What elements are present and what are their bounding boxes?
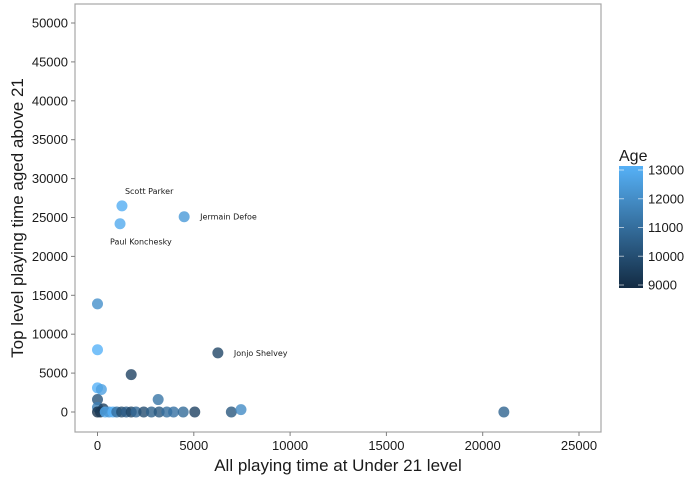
y-tick-label: 35000 xyxy=(32,132,68,147)
y-tick-label: 50000 xyxy=(32,16,68,31)
colorbar-tick-label: 12000 xyxy=(648,191,684,206)
y-tick-label: 15000 xyxy=(32,288,68,303)
y-axis: 0 5000 10000 15000 20000 25000 30000 35000 40000… xyxy=(32,16,75,420)
colorbar-tick-label: 10000 xyxy=(648,249,684,264)
point-label: Jermain Defoe xyxy=(199,213,257,222)
x-axis: 0 5000 10000 15000 20000 25000 xyxy=(94,432,597,453)
data-point xyxy=(145,406,157,418)
data-point xyxy=(114,218,126,230)
data-point xyxy=(152,394,164,406)
colorbar-tick-label: 13000 xyxy=(648,163,684,178)
x-axis-title: All playing time at Under 21 level xyxy=(214,456,462,475)
data-points xyxy=(92,200,510,418)
data-point xyxy=(116,200,128,212)
data-point xyxy=(498,406,510,418)
x-tick-label: 10000 xyxy=(272,438,308,453)
data-point xyxy=(177,406,189,418)
data-point xyxy=(92,394,103,406)
legend-title: Age xyxy=(619,148,648,165)
data-point xyxy=(138,406,150,418)
y-tick-label: 5000 xyxy=(39,366,68,381)
legend: Age 9000 10000 11000 12000 13000 xyxy=(619,148,684,293)
data-point xyxy=(212,347,224,359)
x-tick-label: 25000 xyxy=(561,438,597,453)
point-label: Paul Konchesky xyxy=(110,238,172,247)
y-tick-label: 45000 xyxy=(32,54,68,69)
y-tick-label: 30000 xyxy=(32,171,68,186)
y-axis-title: Top level playing time aged above 21 xyxy=(8,78,27,358)
point-annotations: Scott Parker Paul Konchesky Jermain Defoe J… xyxy=(110,187,288,358)
y-tick-label: 10000 xyxy=(32,327,68,342)
data-point xyxy=(125,369,137,381)
data-point xyxy=(95,383,107,395)
x-tick-label: 20000 xyxy=(465,438,501,453)
point-label: Scott Parker xyxy=(125,187,174,196)
data-point xyxy=(92,344,103,356)
colorbar-ticks: 9000 10000 11000 12000 13000 xyxy=(619,163,684,293)
colorbar-tick-label: 11000 xyxy=(648,220,683,235)
data-point xyxy=(178,211,190,223)
data-point xyxy=(92,298,103,310)
point-label: Jonjo Shelvey xyxy=(233,349,288,358)
data-point xyxy=(225,406,237,418)
data-point xyxy=(168,406,180,418)
y-tick-label: 0 xyxy=(61,405,68,420)
data-point xyxy=(130,406,142,418)
data-point xyxy=(153,406,165,418)
x-tick-label: 15000 xyxy=(368,438,404,453)
x-tick-label: 5000 xyxy=(179,438,208,453)
y-tick-label: 40000 xyxy=(32,93,68,108)
plot-panel xyxy=(74,3,602,433)
data-point xyxy=(189,406,201,418)
colorbar-tick-label: 9000 xyxy=(648,278,677,293)
x-tick-label: 0 xyxy=(94,438,101,453)
data-point xyxy=(235,404,247,416)
y-tick-label: 20000 xyxy=(32,249,68,264)
y-tick-label: 25000 xyxy=(32,210,68,225)
